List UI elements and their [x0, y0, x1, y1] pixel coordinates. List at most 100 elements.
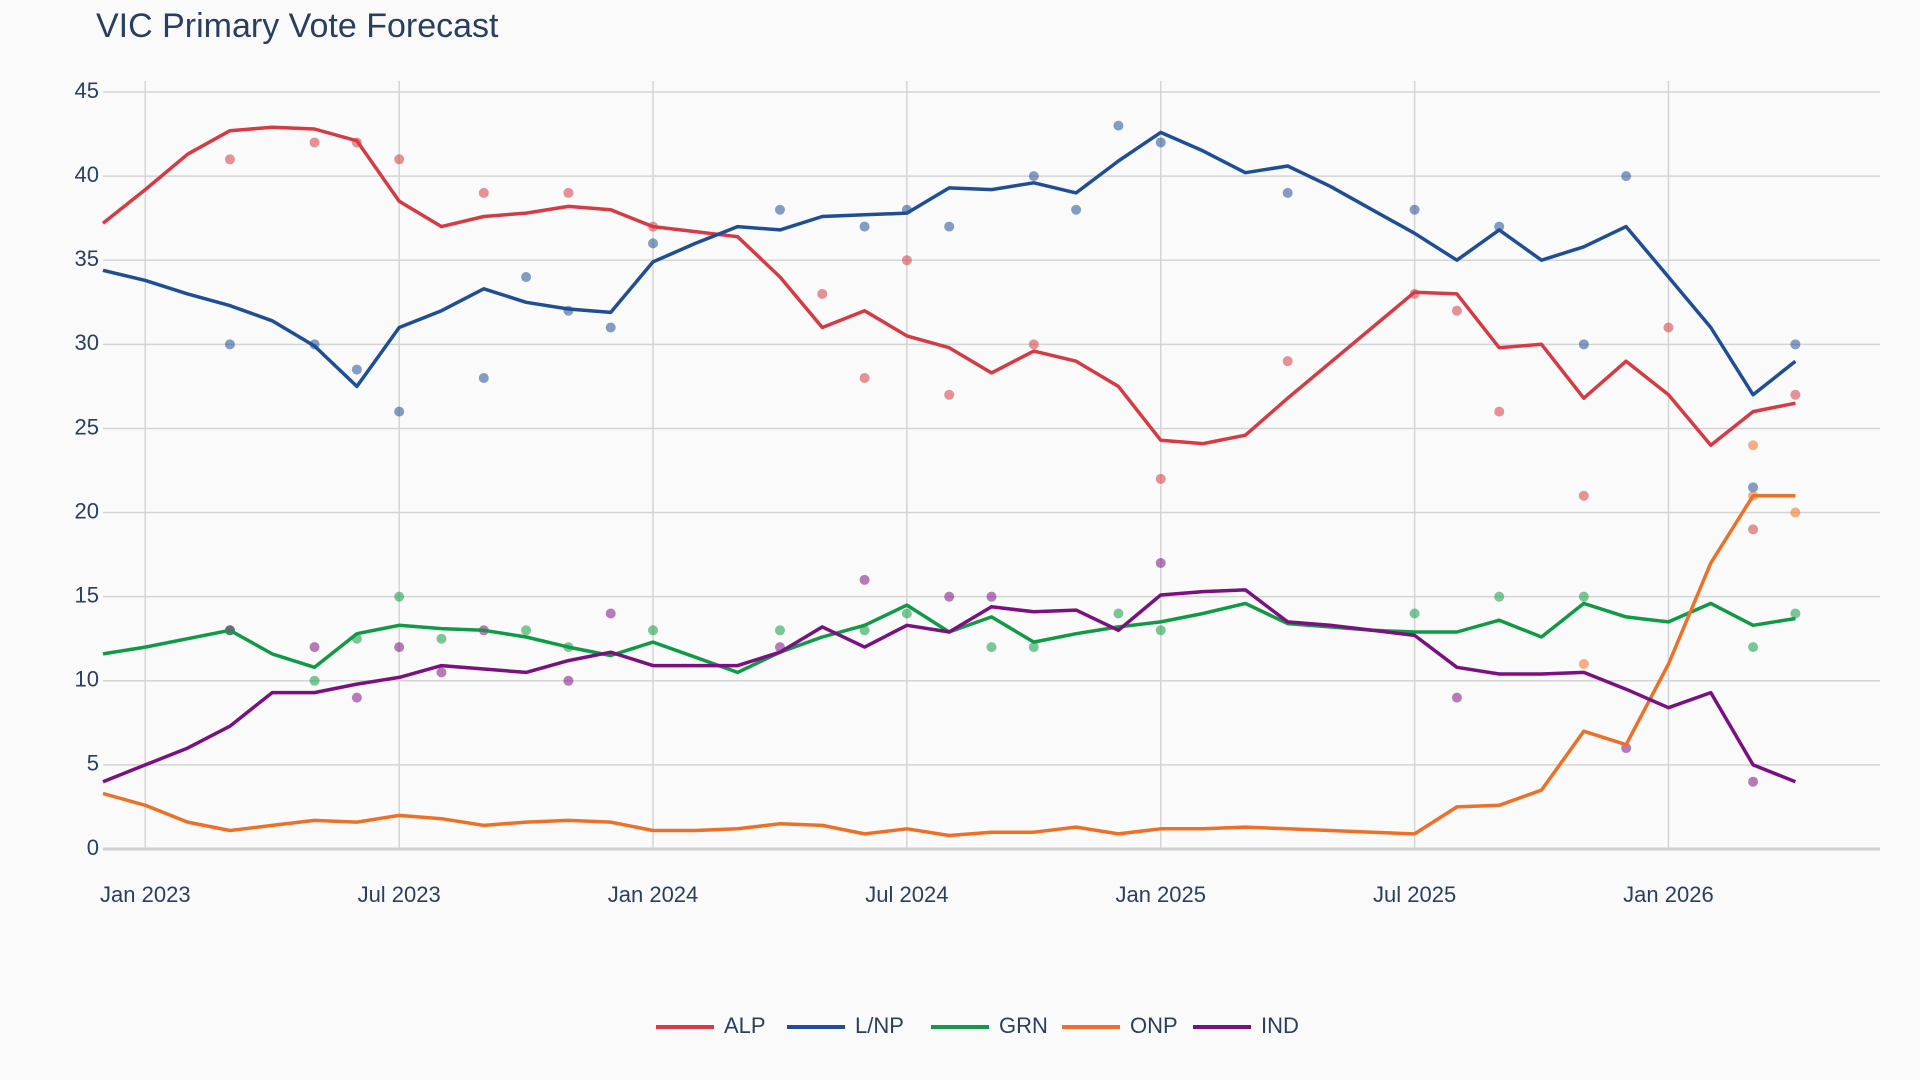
poll-point [1409, 204, 1420, 215]
poll-point [351, 364, 362, 375]
poll-point [1790, 339, 1801, 350]
poll-point [774, 204, 785, 215]
x-tick-label: Jul 2025 [1373, 882, 1456, 907]
poll-point [436, 667, 447, 678]
poll-point [1578, 591, 1589, 602]
legend: ALP L/NP GRN ONP IND [656, 1013, 1299, 1038]
y-tick-label: 5 [87, 751, 99, 776]
poll-point [1621, 171, 1632, 182]
legend-label: ONP [1130, 1013, 1178, 1038]
poll-point [1409, 608, 1420, 619]
legend-label: ALP [724, 1013, 766, 1038]
poll-point [1790, 507, 1801, 518]
poll-point [1113, 608, 1124, 619]
y-tick-label: 0 [87, 835, 99, 860]
poll-point [1451, 305, 1462, 316]
poll-point [986, 642, 997, 653]
poll-point [394, 154, 405, 165]
series-line [102, 588, 1797, 784]
y-tick-label: 10 [75, 667, 99, 692]
poll-point [817, 288, 828, 299]
poll-point [859, 574, 870, 585]
poll-point [859, 372, 870, 383]
poll-point [1663, 322, 1674, 333]
legend-label: GRN [999, 1013, 1048, 1038]
poll-point [563, 187, 574, 198]
poll-point [1155, 625, 1166, 636]
poll-point [309, 137, 320, 148]
series-line [101, 125, 1796, 448]
poll-point [1578, 339, 1589, 350]
poll-point [1451, 692, 1462, 703]
poll-point [1790, 389, 1801, 400]
poll-point [563, 675, 574, 686]
y-tick-label: 20 [75, 498, 99, 523]
poll-point [394, 642, 405, 653]
poll-point [478, 187, 489, 198]
poll-point [1748, 776, 1759, 787]
poll-point [1790, 608, 1801, 619]
poll-point [1113, 120, 1124, 131]
poll-point [224, 339, 235, 350]
x-tick-label: Jul 2023 [358, 882, 441, 907]
poll-point [1494, 221, 1505, 232]
poll-point [1282, 187, 1293, 198]
series-line [102, 493, 1796, 838]
y-tick-label: 15 [75, 582, 99, 607]
poll-point [436, 633, 447, 644]
poll-point [944, 221, 955, 232]
plot [101, 120, 1801, 838]
poll-point [605, 322, 616, 333]
poll-point [986, 591, 997, 602]
poll-point [1155, 473, 1166, 484]
poll-point [521, 625, 532, 636]
y-tick-label: 25 [75, 414, 99, 439]
legend-label: L/NP [855, 1013, 904, 1038]
poll-point [1748, 482, 1759, 493]
poll-point [1071, 204, 1082, 215]
poll-point [1748, 440, 1759, 451]
poll-point [1494, 406, 1505, 417]
y-tick-label: 40 [75, 162, 99, 187]
poll-point [1155, 558, 1166, 569]
poll-point [224, 154, 235, 165]
x-tick-label: Jan 2026 [1623, 882, 1714, 907]
poll-point [1028, 339, 1039, 350]
chart-title: VIC Primary Vote Forecast [96, 7, 499, 45]
poll-point [605, 608, 616, 619]
poll-point [351, 692, 362, 703]
poll-point [1748, 524, 1759, 535]
poll-point [944, 591, 955, 602]
poll-point [859, 221, 870, 232]
series-line [102, 130, 1797, 397]
poll-point [1578, 490, 1589, 501]
poll-point [1155, 137, 1166, 148]
poll-point [1282, 356, 1293, 367]
y-tick-label: 35 [75, 246, 99, 271]
grid: 0 5 10 15 20 25 30 35 40 45 Jan 2023 Jul 2023 Jan 20… [75, 78, 1880, 907]
poll-point [521, 272, 532, 283]
poll-point [1028, 171, 1039, 182]
poll-point [309, 675, 320, 686]
poll-point [1028, 642, 1039, 653]
poll-point [901, 255, 912, 266]
poll-point [1578, 658, 1589, 669]
poll-point [901, 608, 912, 619]
poll-point [309, 642, 320, 653]
poll-point [944, 389, 955, 400]
poll-point [394, 406, 405, 417]
legend-label: IND [1261, 1013, 1299, 1038]
poll-point [478, 372, 489, 383]
y-tick-label: 45 [75, 78, 99, 103]
x-tick-label: Jan 2025 [1115, 882, 1206, 907]
x-tick-label: Jul 2024 [865, 882, 948, 907]
poll-point [394, 591, 405, 602]
x-tick-label: Jan 2024 [608, 882, 699, 907]
y-tick-label: 30 [75, 330, 99, 355]
poll-point [1748, 642, 1759, 653]
poll-point [648, 238, 659, 249]
poll-point [1494, 591, 1505, 602]
x-tick-label: Jan 2023 [100, 882, 191, 907]
poll-point [774, 625, 785, 636]
